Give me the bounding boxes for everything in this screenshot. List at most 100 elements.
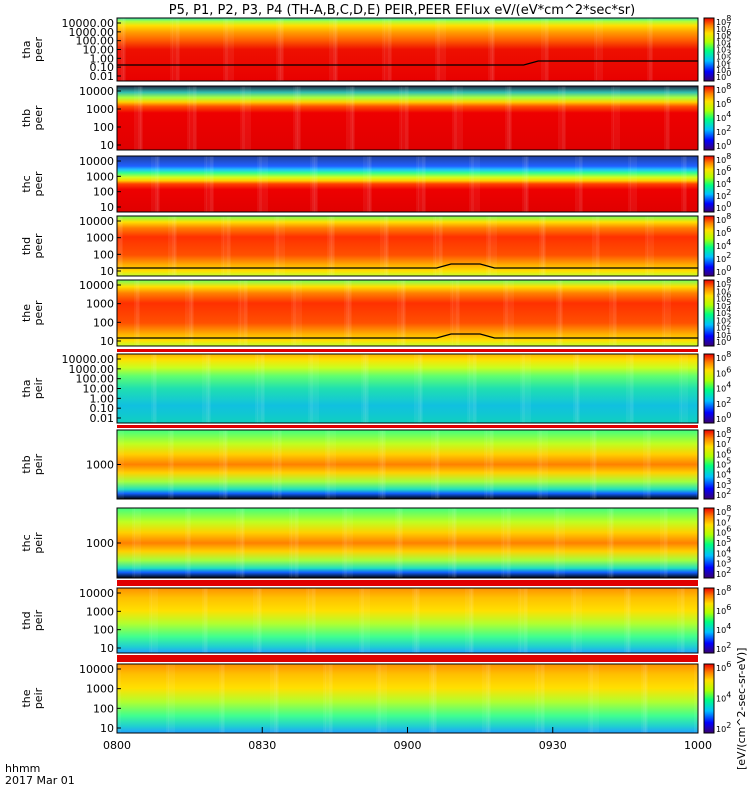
spectrogram-the-peir [117, 664, 698, 733]
y-tick-label: 10000 [79, 155, 114, 168]
x-tick-label: 0800 [103, 739, 131, 752]
colorbar-tick-label: 106 [716, 96, 731, 109]
y-tick-label: 10000 [79, 215, 114, 228]
y-tick-label: 1.00 [90, 52, 115, 65]
panel-species-label: peir [32, 687, 45, 709]
y-tick-label: 100.00 [76, 373, 115, 386]
colorbar-tick-label: 108 [716, 82, 731, 95]
y-tick-label: 100 [93, 248, 114, 261]
y-tick-label: 1000 [86, 605, 114, 618]
panel-species-label: peir [32, 532, 45, 554]
mode-bar [117, 425, 698, 428]
colorbar-tick-label: 102 [716, 721, 731, 734]
panel-species-label: peer [32, 300, 45, 326]
colorbar-tick-label: 106 [716, 660, 731, 673]
panel-the-peir: 10000 1000 100 10 the peir 106 104 102 [20, 660, 731, 735]
y-tick-label: 0.10 [90, 402, 115, 415]
colorbar-tick-label: 102 [716, 124, 731, 137]
panels-group: 10000.001000.00100.0010.001.000.100.01th… [20, 14, 731, 735]
y-tick-label: 1000.00 [69, 363, 115, 376]
panel-probe-label: tha [20, 40, 33, 58]
colorbar-tick-label: 104 [716, 381, 731, 394]
colorbar-thb-peir [703, 429, 715, 500]
x-tick-label: 0830 [248, 739, 276, 752]
spectrogram-tha-peir [117, 354, 698, 423]
spectrogram-thc-peer [117, 156, 698, 212]
colorbar-thc-peer [703, 155, 715, 213]
panel-species-label: peer [32, 233, 45, 259]
colorbar-tick-label: 102 [716, 641, 731, 654]
y-tick-label: 100 [93, 624, 114, 637]
spectrogram-thb-peer [117, 86, 698, 150]
y-tick-label: 1000 [86, 298, 114, 311]
colorbar-label: [eV/(cm^2-sec-sr-eV)] [735, 648, 748, 770]
y-tick-label: 10 [100, 642, 114, 655]
date-label: 2017 Mar 01 [5, 774, 75, 787]
spectrogram-thd-peir [117, 588, 698, 653]
spectrogram-the-peer [117, 280, 698, 346]
panel-species-label: peir [32, 453, 45, 475]
y-tick-label: 100.00 [76, 35, 115, 48]
y-tick-label: 10.00 [83, 383, 115, 396]
panel-probe-label: the [20, 689, 33, 707]
x-tick-label: 0900 [394, 739, 422, 752]
colorbar-tick-label: 104 [716, 238, 731, 251]
colorbar-thd-peir [703, 587, 715, 654]
y-tick-label: 10000.00 [62, 17, 115, 30]
panel-species-label: peer [32, 37, 45, 63]
y-tick-label: 1000 [86, 537, 114, 550]
colorbar-tick-label: 108 [716, 584, 731, 597]
sc-potential-line-thd [117, 263, 698, 269]
panel-probe-label: thb [20, 455, 33, 473]
y-tick-label: 1000 [86, 459, 114, 472]
y-tick-label: 1000 [86, 170, 114, 183]
panel-probe-label: thc [20, 534, 33, 551]
y-tick-label: 10000 [79, 587, 114, 600]
panel-species-label: peer [32, 171, 45, 197]
colorbar-tick-label: 104 [716, 622, 731, 635]
spectrogram-thb-peir [117, 430, 698, 499]
x-tick-label: 1000 [684, 739, 712, 752]
panel-probe-label: the [20, 304, 33, 322]
y-tick-label: 1000 [86, 232, 114, 245]
x-axis: hhmm 2017 Mar 01 0800 0830 0900 0930 1000 [5, 727, 712, 787]
colorbar-tick-label: 106 [716, 603, 731, 616]
y-tick-label: 10 [100, 139, 114, 152]
y-tick-label: 1.00 [90, 392, 115, 405]
y-tick-label: 100 [93, 121, 114, 134]
y-tick-label: 10 [100, 265, 114, 278]
y-tick-label: 0.01 [90, 70, 115, 83]
colorbar-tick-label: 108 [716, 350, 731, 363]
y-tick-label: 100 [93, 316, 114, 329]
sc-potential-line-tha [117, 60, 698, 66]
panel-species-label: peir [32, 609, 45, 631]
mode-bar [117, 349, 698, 352]
y-tick-label: 100 [93, 702, 114, 715]
y-tick-label: 10000 [79, 663, 114, 676]
sc-potential-line-the [117, 333, 698, 339]
colorbar-tick-label: 100 [716, 411, 731, 424]
y-tick-label: 10 [100, 335, 114, 348]
colorbar-tick-label: 106 [716, 365, 731, 378]
spectrogram-thd-peer [117, 216, 698, 276]
mode-bar [117, 580, 698, 586]
colorbar-tick-label: 104 [716, 691, 731, 704]
panel-thd-peir: 10000 1000 100 10 thd peir 108 106 104 102 [20, 584, 731, 655]
colorbar-tick-label: 108 [716, 212, 731, 225]
colorbar-tick-label: 106 [716, 225, 731, 238]
colorbar-tick-label: 100 [716, 138, 731, 151]
colorbar-tick-label: 102 [716, 251, 731, 264]
y-tick-label: 10000 [79, 85, 114, 98]
colorbar-the-peer [703, 279, 715, 347]
panel-species-label: peir [32, 377, 45, 399]
spectrogram-thc-peir [117, 508, 698, 578]
colorbar-the-peir [703, 663, 715, 734]
